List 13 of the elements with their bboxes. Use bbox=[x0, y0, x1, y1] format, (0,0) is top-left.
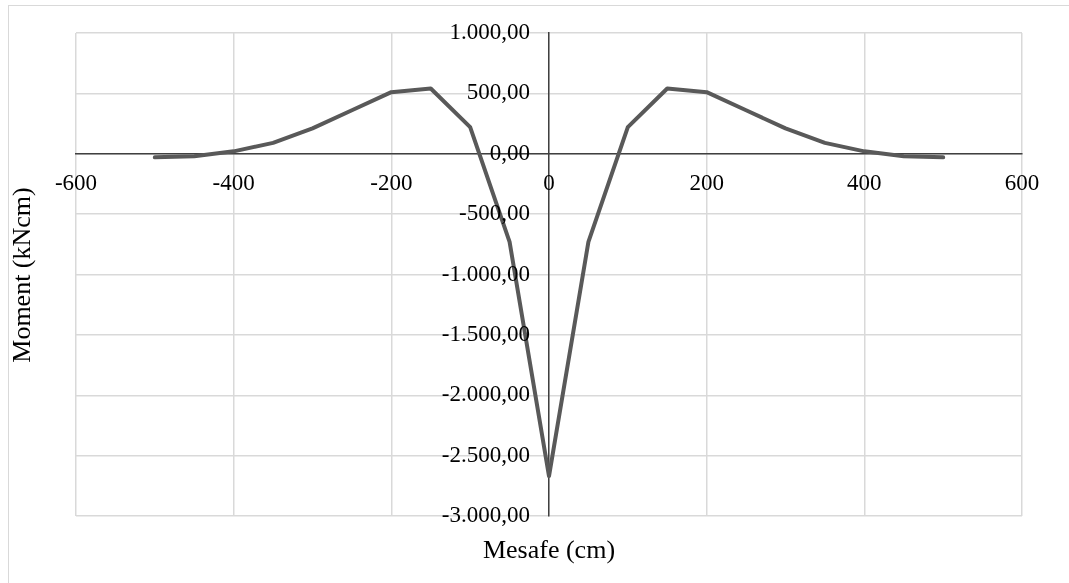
y-tick-label: 500,00 bbox=[466, 79, 530, 105]
y-tick-label: -2.500,00 bbox=[441, 441, 530, 467]
y-tick-label: -3.000,00 bbox=[441, 502, 530, 528]
x-tick-label: 400 bbox=[847, 169, 882, 195]
y-axis-title: Moment (kNcm) bbox=[7, 186, 36, 363]
x-tick-label: 200 bbox=[689, 169, 724, 195]
y-tick-label: 1.000,00 bbox=[449, 19, 530, 45]
x-tick-label: -200 bbox=[370, 169, 413, 195]
x-tick-label: 600 bbox=[1004, 169, 1040, 195]
y-tick-label: -2.000,00 bbox=[441, 381, 530, 407]
x-tick-label: -600 bbox=[54, 169, 98, 195]
x-tick-label: -400 bbox=[212, 169, 255, 195]
x-axis-title: Mesafe (cm) bbox=[482, 535, 616, 564]
